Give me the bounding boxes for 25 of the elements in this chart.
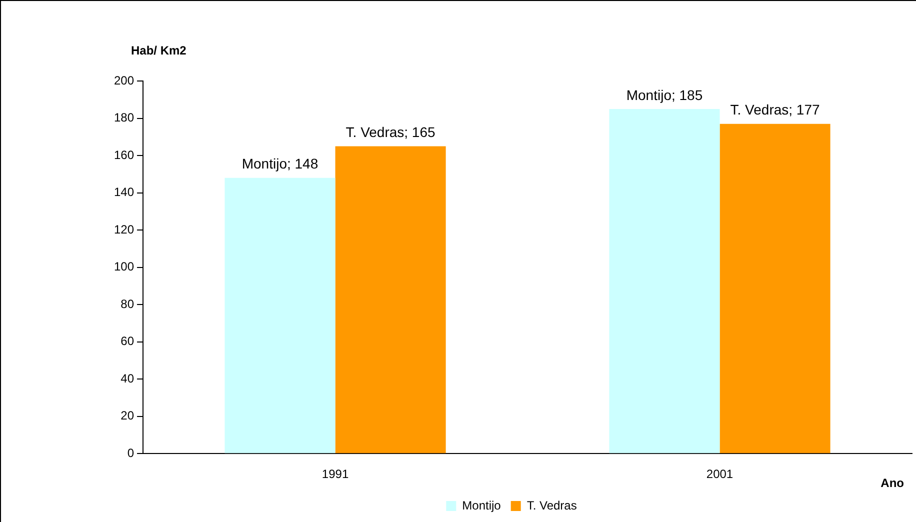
y-tick-label: 80 [120, 296, 134, 311]
y-tick-label: 180 [114, 110, 134, 125]
legend-label: Montijo [462, 498, 502, 512]
y-tick-label: 60 [120, 334, 134, 348]
bar [609, 108, 720, 454]
y-tick-label: 0 [127, 446, 134, 460]
y-tick-label: 20 [120, 408, 134, 423]
data-label: Montijo; 148 [242, 156, 318, 172]
y-tick-label: 120 [114, 222, 134, 236]
x-tick-label: 1991 [322, 467, 349, 482]
data-label: T. Vedras; 177 [730, 102, 820, 118]
bar [224, 178, 336, 454]
bar [335, 146, 446, 454]
data-label: T. Vedras; 165 [346, 124, 436, 140]
y-tick-label: 100 [114, 260, 134, 274]
y-axis-title: Hab/ Km2 [131, 43, 187, 58]
x-axis-title: Ano [880, 476, 904, 490]
y-tick-label: 160 [114, 148, 134, 162]
data-label: Montijo; 185 [626, 86, 703, 103]
y-tick-label: 140 [114, 185, 134, 200]
bar [720, 124, 830, 454]
y-tick-label: 40 [120, 371, 134, 386]
x-tick-label: 2001 [706, 467, 734, 482]
legend-label: T. Vedras [526, 498, 577, 512]
y-tick-label: 200 [114, 73, 134, 88]
